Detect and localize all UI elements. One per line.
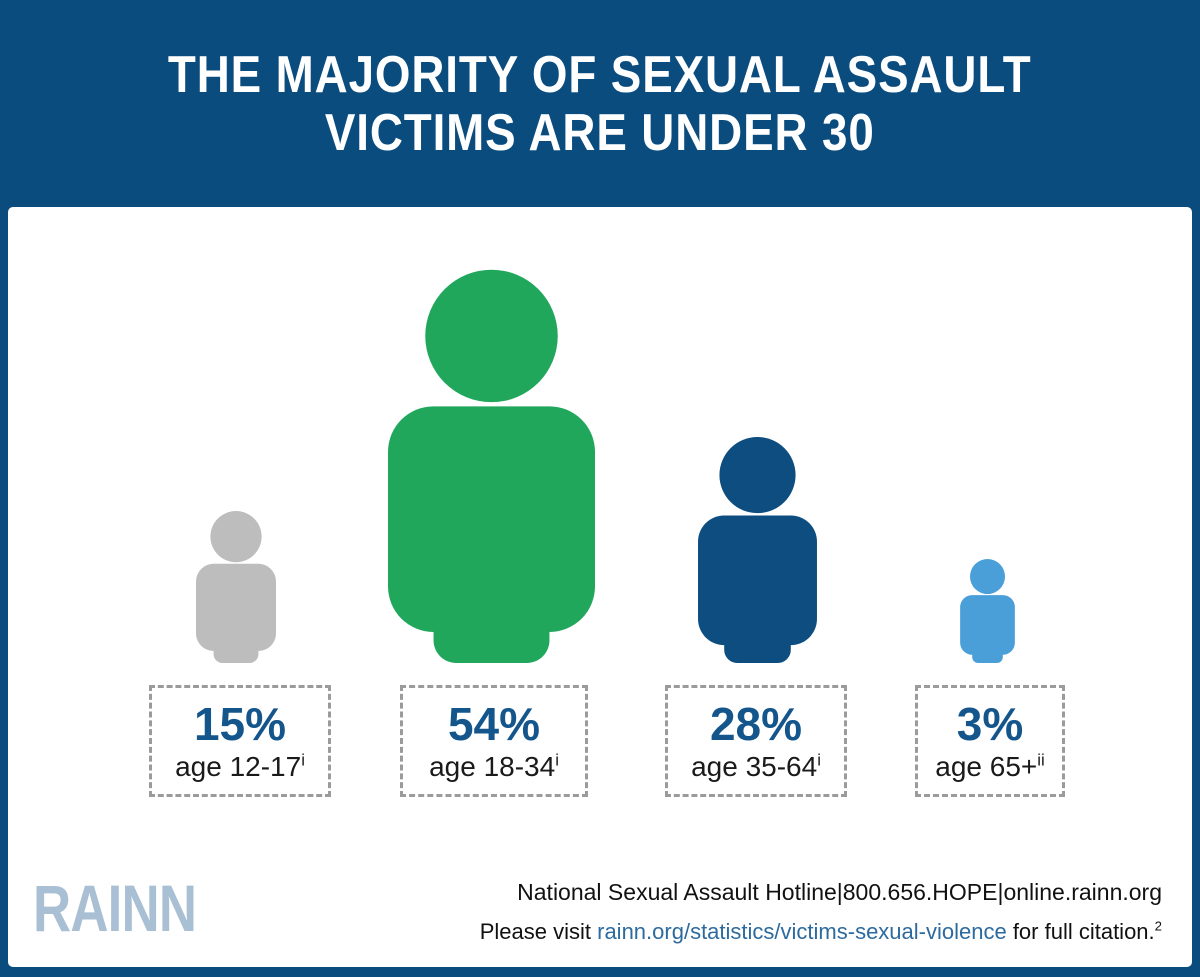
content-panel: 15% age 12-17i 54% age 18-34i 28% age 35… [8,207,1192,967]
person-icon-shape [960,559,1015,663]
person-icon [698,437,817,663]
person-icon [196,511,276,663]
person-icon [960,559,1015,663]
stat-label-text: age 18-34 [429,751,556,782]
citation-prefix: Please visit [479,919,598,944]
person-icon-shape [388,269,595,663]
citation-line: Please visit rainn.org/statistics/victim… [480,919,1162,945]
stat-label: age 12-17i [175,750,305,784]
person-icon-shape [698,437,817,663]
footnote-marker: i [301,750,305,770]
footer-text-block: National Sexual Assault Hotline|800.656.… [480,879,1162,945]
citation-link[interactable]: rainn.org/statistics/victims-sexual-viol… [597,919,1007,944]
page-title-line2: VICTIMS ARE UNDER 30 [325,103,875,162]
citation-suffix: for full citation. [1006,919,1155,944]
stat-percent: 15% [193,698,287,750]
stat-label: age 35-64i [691,750,821,784]
stat-box-age-65-plus: 3% age 65+ii [915,685,1065,797]
person-figure-age-12-17 [196,511,276,663]
footnote-marker: i [555,750,559,770]
stat-box-age-12-17: 15% age 12-17i [149,685,331,797]
stat-box-age-18-34: 54% age 18-34i [400,685,588,797]
stat-label-text: age 65+ [935,751,1038,782]
citation-footnote-marker: 2 [1154,918,1162,934]
person-icon-shape [196,511,276,663]
footnote-marker: ii [1037,750,1045,770]
stat-label-text: age 12-17 [175,751,302,782]
stat-box-age-35-64: 28% age 35-64i [665,685,847,797]
person-icon [388,269,595,663]
stat-percent: 54% [447,698,541,750]
stat-label: age 65+ii [935,750,1044,784]
person-figure-age-35-64 [698,437,817,663]
header-banner: THE MAJORITY OF SEXUAL ASSAULT VICTIMS A… [0,0,1200,207]
page-title-line1: THE MAJORITY OF SEXUAL ASSAULT [168,45,1032,104]
footnote-marker: i [817,750,821,770]
stat-percent: 28% [709,698,803,750]
stat-percent: 3% [956,698,1024,750]
page-title: THE MAJORITY OF SEXUAL ASSAULT VICTIMS A… [168,46,1032,162]
person-figure-age-65-plus [960,559,1015,663]
hotline-info: National Sexual Assault Hotline|800.656.… [517,879,1162,905]
person-figure-age-18-34 [388,269,595,663]
rainn-logo: RAINN [33,871,197,945]
stat-label: age 18-34i [429,750,559,784]
stat-label-text: age 35-64 [691,751,818,782]
